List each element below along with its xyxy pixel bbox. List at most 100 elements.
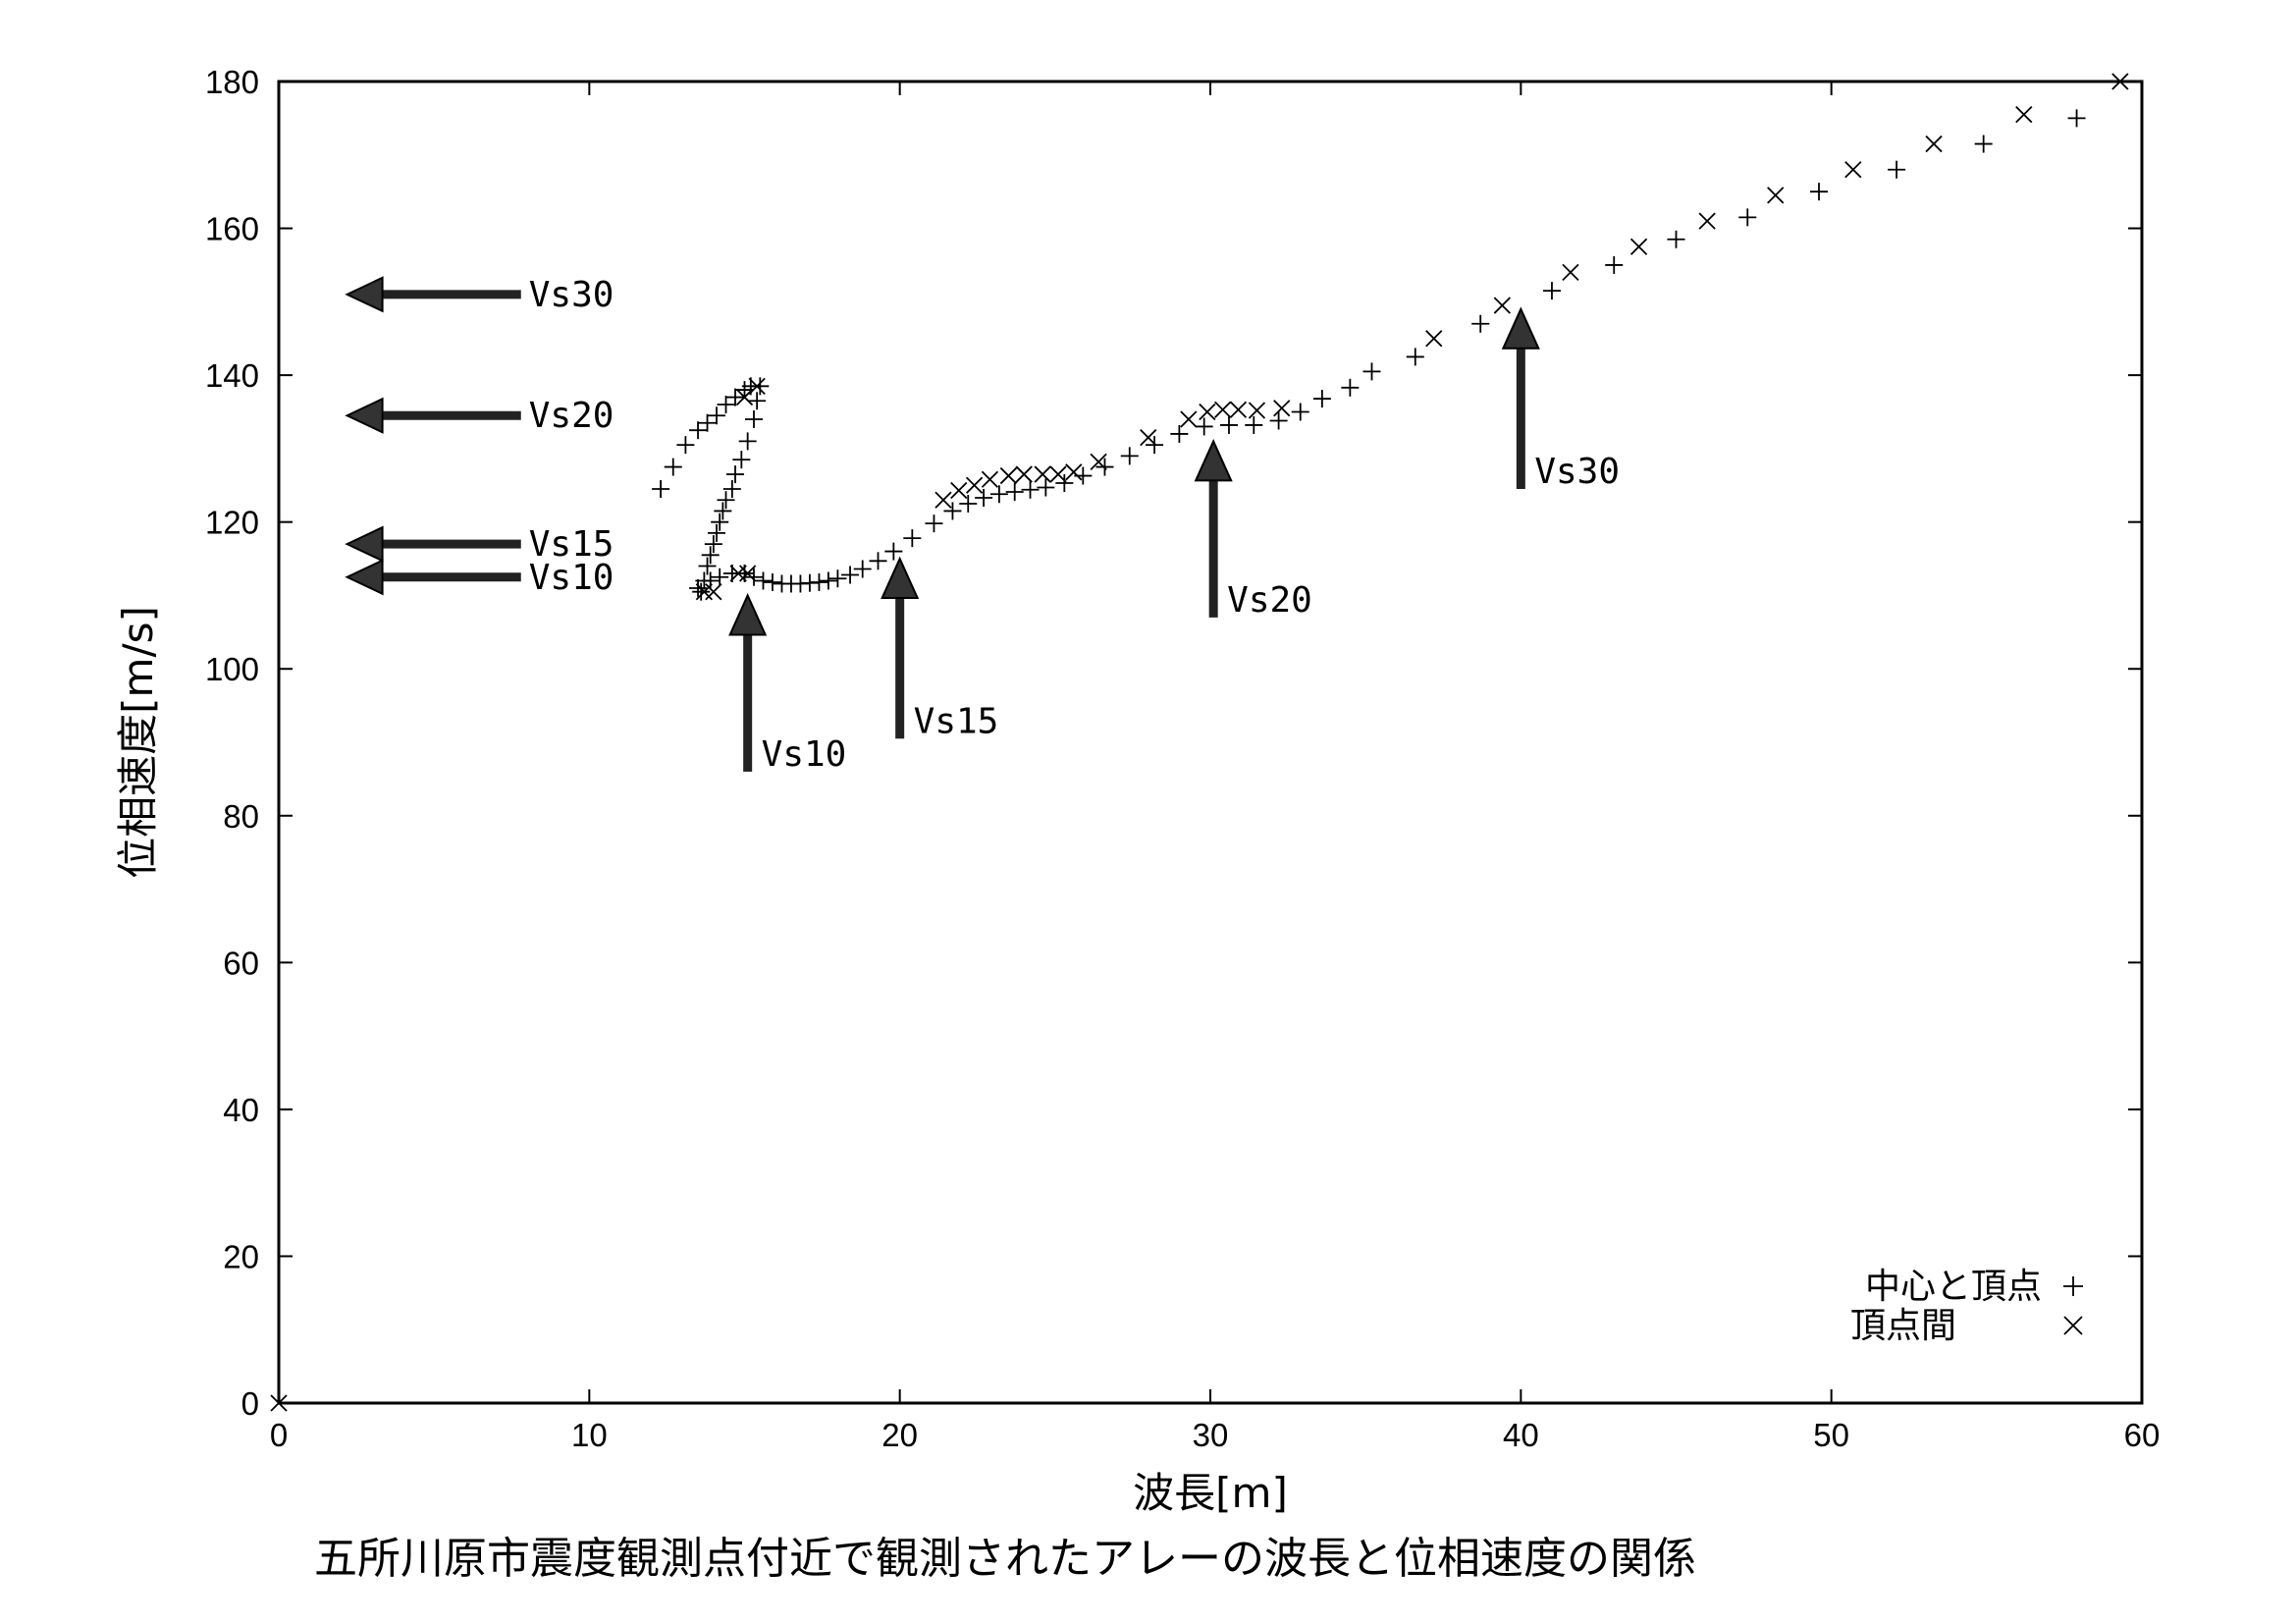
data-point-cross (2111, 73, 2129, 90)
y-axis-ticks: 0 20 40 60 80 100 120 140 160 180 (205, 64, 2142, 1422)
data-point-plus (726, 465, 745, 484)
data-point-plus (714, 502, 732, 520)
legend-label-0: 中心と頂点 (1865, 1267, 2042, 1307)
legend-marker-cross (2063, 1316, 2083, 1335)
x-tick-label: 10 (571, 1417, 608, 1453)
data-point-cross (1034, 465, 1051, 483)
x-tick-label: 20 (881, 1417, 918, 1453)
data-point-plus (698, 557, 717, 575)
arrow-head (1194, 438, 1233, 482)
arrow-shaft (1208, 478, 1218, 618)
y-tick-label: 0 (241, 1385, 259, 1422)
data-point-plus (698, 413, 717, 432)
data-point-cross (1199, 403, 1216, 421)
x-tick-label: 50 (1813, 1417, 1849, 1453)
data-point-plus (810, 572, 828, 591)
arrow-shaft (1516, 346, 1525, 490)
data-point-plus (676, 436, 695, 455)
data-point-plus (819, 571, 837, 590)
data-point-plus (828, 569, 847, 588)
data-point-plus (717, 396, 735, 414)
data-point-plus (853, 560, 872, 578)
data-point-cross (1065, 463, 1083, 481)
data-point-plus (1738, 208, 1757, 227)
data-point-plus (1362, 362, 1381, 381)
data-point-cross (270, 1394, 288, 1412)
annotation-arrow-up: Vs10 (728, 593, 846, 775)
data-point-cross (1049, 465, 1067, 483)
data-point-cross (1767, 187, 1785, 204)
annotation-label: Vs15 (529, 524, 614, 565)
data-point-cross (1140, 429, 1157, 447)
y-tick-label: 120 (205, 505, 259, 541)
data-point-plus (869, 552, 887, 570)
data-point-plus (1471, 314, 1490, 333)
data-point-plus (1312, 390, 1331, 408)
data-point-plus (1810, 183, 1829, 201)
data-point-plus (1120, 447, 1139, 465)
data-point-plus (751, 377, 770, 396)
annotation-arrow-left: Vs20 (345, 396, 614, 436)
data-point-cross (735, 388, 754, 406)
data-point-plus (943, 502, 962, 520)
data-point-plus (748, 392, 767, 410)
data-point-plus (1037, 478, 1055, 497)
annotation-arrow-left: Vs15 (345, 524, 614, 565)
arrow-head (881, 556, 920, 600)
data-point-cross (1925, 135, 1943, 153)
data-point-plus (711, 568, 729, 586)
data-point-plus (1055, 474, 1074, 493)
y-tick-label: 40 (223, 1092, 259, 1128)
data-point-plus (744, 409, 763, 428)
data-point-plus (1341, 378, 1360, 397)
x-axis-title: 波長[m] (1133, 1469, 1288, 1517)
y-tick-label: 140 (205, 357, 259, 394)
arrow-shaft (380, 290, 521, 299)
arrow-head (345, 559, 384, 596)
legend-cross-symbol (2063, 1316, 2083, 1335)
data-point-plus (1605, 255, 1624, 274)
data-point-cross (1180, 410, 1198, 428)
data-point-plus (722, 480, 741, 499)
data-point-cross (1562, 263, 1579, 282)
annotation-arrow-up: Vs20 (1194, 438, 1312, 621)
data-point-plus (689, 421, 708, 440)
annotation-arrow-left: Vs30 (345, 275, 614, 315)
arrow-head (728, 593, 768, 636)
data-point-cross (1698, 212, 1716, 230)
y-tick-label: 160 (205, 211, 259, 247)
annotation-label: Vs20 (529, 396, 614, 436)
data-point-plus (989, 485, 1008, 504)
data-point-cross (748, 377, 766, 395)
arrow-shaft (743, 632, 753, 772)
legend-marker-plus (2063, 1276, 2083, 1296)
data-point-cross (705, 583, 722, 601)
annotation-arrow-left: Vs10 (345, 558, 614, 598)
data-point-plus (1667, 230, 1685, 248)
legend: 中心と頂点 頂点間 (1850, 1267, 2083, 1346)
figure-caption: 五所川原市震度観測点付近で観測されたアレーの波長と位相速度の関係 (314, 1534, 1696, 1584)
data-point-cross (1015, 465, 1033, 483)
data-point-plus (1542, 282, 1561, 300)
data-point-plus (701, 546, 720, 565)
x-tick-label: 0 (270, 1417, 288, 1453)
data-point-plus (1974, 135, 1993, 153)
arrow-shaft (895, 596, 905, 739)
data-point-cross (950, 481, 968, 500)
data-point-plus (763, 572, 781, 591)
legend-plus-symbol (2063, 1276, 2083, 1296)
annotation-arrow-up: Vs15 (881, 556, 998, 741)
data-point-plus (1195, 417, 1213, 436)
data-point-plus (1269, 411, 1288, 430)
data-point-plus (1291, 403, 1309, 421)
data-point-plus (754, 571, 773, 590)
arrow-shaft (380, 539, 521, 549)
data-point-cross (1629, 238, 1648, 255)
data-point-plus (708, 406, 726, 425)
data-point-plus (664, 458, 682, 476)
data-point-plus (1170, 424, 1189, 443)
annotation-label: Vs30 (1534, 452, 1620, 492)
annotation-label: Vs30 (529, 275, 614, 315)
arrow-shaft (380, 572, 521, 582)
data-point-plus (975, 488, 993, 507)
